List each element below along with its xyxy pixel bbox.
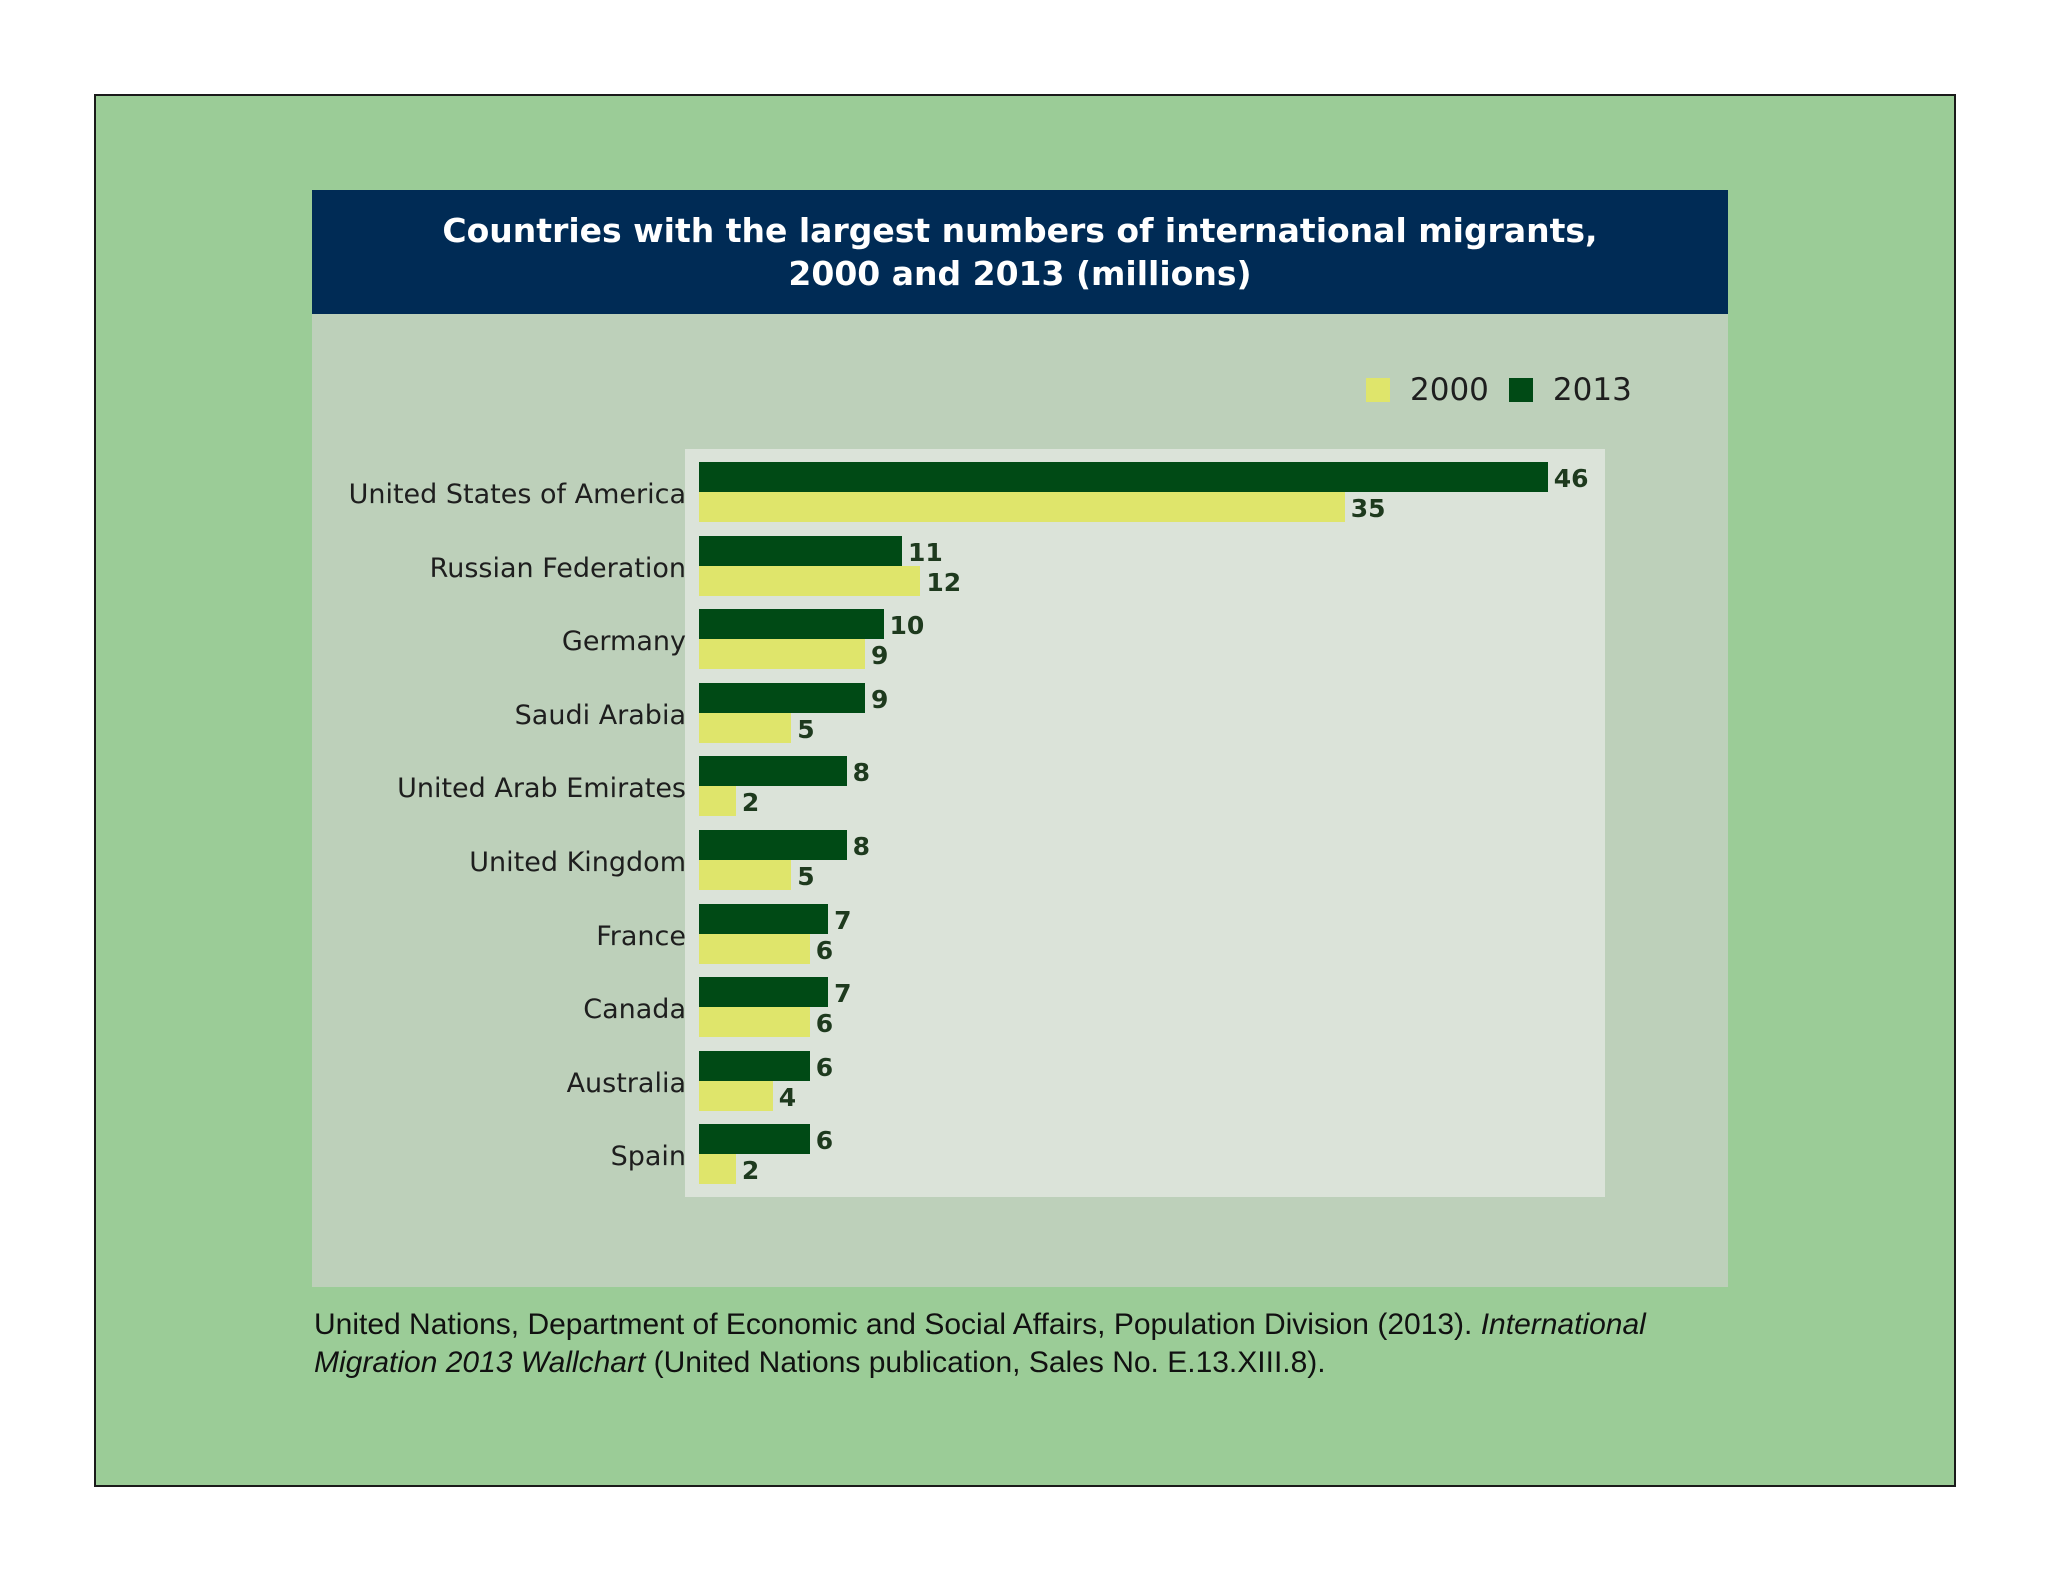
value-label-2000-saudi-arabia: 5 (797, 714, 815, 744)
value-label-2000-france: 6 (815, 935, 834, 965)
source-title-part-2: Migration 2013 Wallchart (314, 1346, 646, 1379)
legend-label-2013: 2013 (1552, 372, 1632, 408)
bar-2000-russian-federation (699, 565, 921, 596)
bar-2000-australia (699, 1080, 773, 1111)
value-label-2013-spain: 6 (815, 1126, 834, 1156)
chart-title-bar: Countries with the largest numbers of in… (312, 190, 1728, 314)
value-label-2013-canada: 7 (834, 979, 852, 1009)
source-text-2: (United Nations publication, Sales No. E… (645, 1346, 1326, 1379)
source-title-part-1: International (1480, 1308, 1646, 1341)
category-label-russian-federation: Russian Federation (429, 552, 686, 584)
bar-2013-australia (699, 1050, 810, 1081)
value-label-2000-germany: 9 (871, 641, 889, 671)
bar-2013-germany (699, 609, 884, 640)
bar-2000-saudi-arabia (699, 712, 792, 743)
value-label-2000-russian-federation: 12 (926, 567, 962, 597)
value-label-2000-canada: 6 (815, 1009, 834, 1039)
chart-legend: 2000 2013 (1366, 370, 1652, 410)
source-citation: United Nations, Department of Economic a… (314, 1306, 1754, 1382)
category-label-united-arab-emirates: United Arab Emirates (397, 773, 686, 805)
category-label-saudi-arabia: Saudi Arabia (514, 699, 686, 731)
bar-2000-united-states-of-america (699, 492, 1345, 522)
category-label-france: France (596, 920, 686, 952)
bar-2013-france (699, 903, 829, 934)
bar-2013-united-states-of-america (699, 462, 1548, 492)
category-label-germany: Germany (561, 626, 686, 658)
value-label-2000-united-arab-emirates: 2 (741, 788, 760, 818)
value-label-2013-united-kingdom: 8 (852, 832, 870, 861)
bar-2013-russian-federation (699, 535, 902, 566)
legend-label-2000: 2000 (1410, 372, 1489, 408)
category-label-united-states-of-america: United States of America (348, 479, 686, 510)
value-label-2013-france: 7 (834, 905, 852, 935)
value-label-2013-germany: 10 (889, 611, 925, 641)
bar-2013-canada (699, 977, 829, 1008)
value-label-2000-spain: 2 (741, 1156, 760, 1186)
bar-2013-united-kingdom (699, 830, 847, 860)
value-label-2013-saudi-arabia: 9 (871, 684, 889, 714)
bar-2013-united-arab-emirates (699, 756, 847, 787)
chart-title-line-1: Countries with the largest numbers of in… (442, 211, 1598, 250)
bar-2013-saudi-arabia (699, 682, 866, 713)
source-text-1: United Nations, Department of Economic a… (314, 1308, 1481, 1341)
value-label-2000-australia: 4 (778, 1082, 797, 1112)
bar-2000-united-arab-emirates (699, 786, 736, 817)
category-label-united-kingdom: United Kingdom (469, 847, 686, 878)
bar-2000-germany (699, 639, 866, 670)
legend-swatch-2000 (1366, 378, 1390, 402)
value-label-2013-russian-federation: 11 (907, 537, 943, 567)
category-label-canada: Canada (583, 994, 686, 1026)
value-label-2013-united-states-of-america: 46 (1553, 464, 1589, 493)
bar-2000-canada (699, 1007, 810, 1038)
value-label-2000-united-states-of-america: 35 (1350, 494, 1386, 523)
value-label-2013-australia: 6 (815, 1052, 834, 1082)
bar-2000-france (699, 933, 810, 964)
bar-2000-united-kingdom (699, 860, 792, 890)
value-label-2013-united-arab-emirates: 8 (852, 758, 870, 788)
bar-2000-spain (699, 1154, 736, 1185)
bar-2013-spain (699, 1124, 810, 1155)
legend-swatch-2013 (1508, 378, 1533, 402)
value-label-2000-united-kingdom: 5 (797, 862, 815, 891)
chart-title-line-2: 2000 and 2013 (millions) (788, 254, 1252, 293)
category-label-australia: Australia (566, 1067, 686, 1099)
category-label-spain: Spain (610, 1141, 686, 1173)
